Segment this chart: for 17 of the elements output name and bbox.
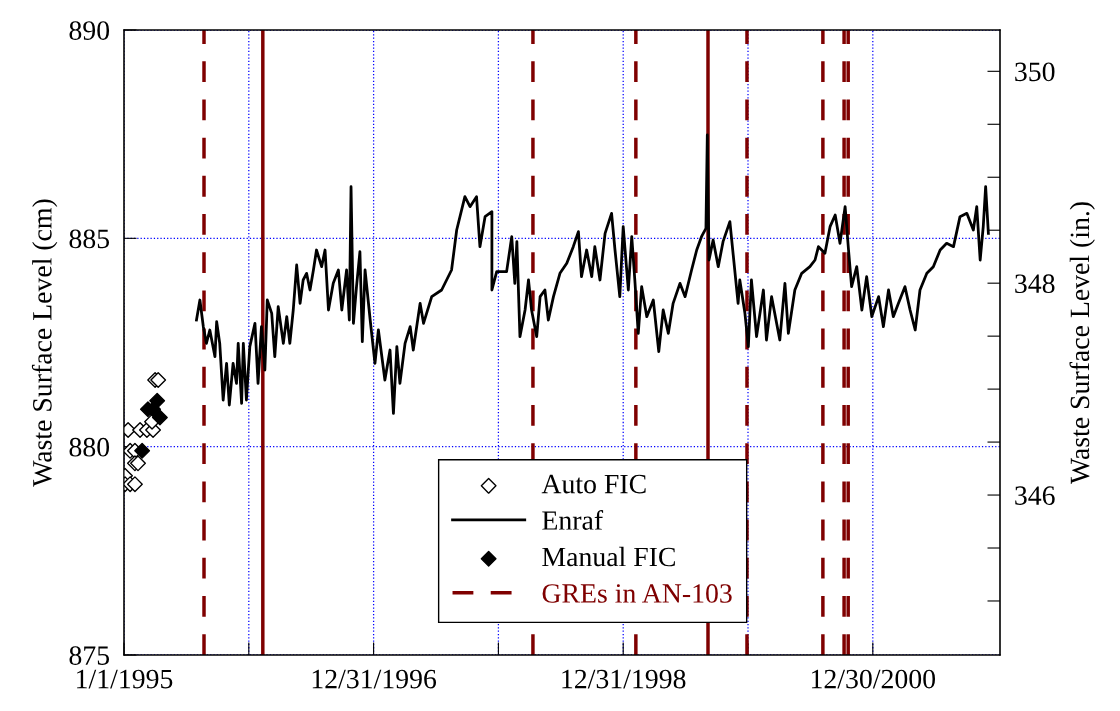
legend-label: Auto FIC: [541, 474, 646, 494]
legend-label: Manual FIC: [542, 546, 675, 567]
x-tick-label: 12/30/2000: [811, 669, 936, 689]
y-axis-title: Waste Surface Level (cm): [31, 199, 58, 487]
y2-tick-label: 346: [1015, 486, 1055, 505]
x-tick-label: 12/31/1998: [562, 669, 686, 689]
y2-tick-label: 348: [1015, 274, 1055, 294]
x-tick-label: 1/1/1995: [77, 669, 173, 689]
y-tick-label: 875: [69, 646, 110, 665]
y2-axis-title: Waste Surface Level (in.): [1069, 202, 1095, 485]
y-tick-label: 885: [69, 229, 110, 249]
legend-label: Enraf: [542, 510, 604, 530]
y-tick-label: 880: [69, 437, 110, 457]
ref-line-label: GREs in AN-103: [542, 584, 732, 603]
y-tick-label: 890: [69, 21, 110, 40]
x-tick-label: 12/31/1996: [312, 669, 437, 689]
y2-tick-label: 350: [1015, 62, 1055, 82]
